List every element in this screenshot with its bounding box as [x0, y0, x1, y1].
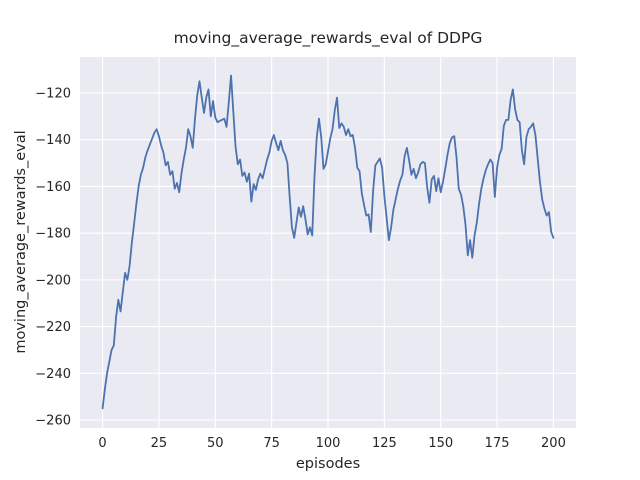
y-tick-label: −160 [35, 180, 71, 195]
y-tick-label: −120 [35, 86, 71, 101]
x-tick-label: 150 [428, 436, 453, 451]
y-tick-label: −200 [35, 273, 71, 288]
y-tick-label: −140 [35, 133, 71, 148]
x-tick-label: 50 [207, 436, 224, 451]
y-tick-label: −260 [35, 414, 71, 429]
y-tick-label: −180 [35, 227, 71, 242]
reward-line-series [101, 74, 555, 410]
y-axis-label: moving_average_rewards_eval [13, 130, 29, 354]
x-tick-label: 75 [263, 436, 280, 451]
x-tick-label: 100 [316, 436, 341, 451]
x-tick-label: 0 [98, 436, 106, 451]
x-tick-label: 200 [541, 436, 566, 451]
x-tick-label: 25 [151, 436, 168, 451]
x-tick-label: 175 [485, 436, 510, 451]
chart-title: moving_average_rewards_eval of DDPG [173, 29, 483, 47]
x-tick-label: 125 [372, 436, 397, 451]
x-axis-label: episodes [295, 456, 361, 472]
y-tick-label: −240 [35, 367, 71, 382]
y-tick-label: −220 [35, 320, 71, 335]
